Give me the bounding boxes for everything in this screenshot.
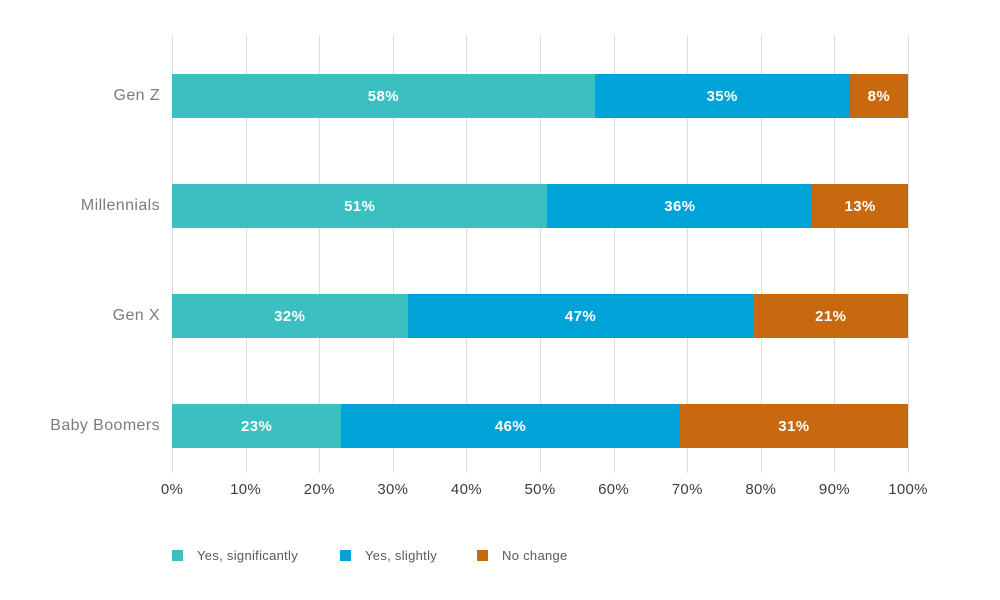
legend-swatch bbox=[172, 550, 183, 561]
bar-segment: 36% bbox=[547, 184, 813, 228]
x-tick-label: 30% bbox=[377, 481, 409, 498]
gridline bbox=[834, 35, 836, 473]
gridline bbox=[687, 35, 689, 473]
gridline bbox=[392, 35, 394, 473]
legend-swatch bbox=[340, 550, 351, 561]
bar-row-gen-x: 32% 47% 21% bbox=[172, 294, 908, 338]
data-label: 51% bbox=[344, 197, 376, 215]
data-label: 47% bbox=[564, 307, 597, 325]
data-label: 13% bbox=[844, 197, 876, 215]
data-label: 31% bbox=[778, 417, 810, 435]
x-tick-label: 50% bbox=[524, 481, 556, 498]
bar-segment: 31% bbox=[679, 404, 908, 448]
bar-segment: 8% bbox=[849, 74, 908, 118]
x-tick-label: 70% bbox=[671, 481, 703, 498]
category-label: Gen X bbox=[112, 307, 160, 324]
gridline bbox=[319, 35, 321, 473]
bar-row-baby-boomers: 23% 46% 31% bbox=[172, 404, 908, 448]
legend-item: Yes, slightly bbox=[340, 548, 437, 563]
legend-swatch bbox=[477, 550, 488, 561]
data-label: 32% bbox=[274, 307, 306, 325]
category-label: Gen Z bbox=[113, 87, 160, 104]
bar-segment: 58% bbox=[172, 74, 595, 118]
x-tick-label: 100% bbox=[888, 481, 928, 498]
x-tick-label: 0% bbox=[160, 481, 184, 498]
bar-segment: 23% bbox=[172, 404, 342, 448]
category-label: Baby Boomers bbox=[50, 417, 160, 434]
gridline bbox=[172, 35, 173, 473]
data-label: 23% bbox=[241, 417, 273, 435]
data-label: 35% bbox=[706, 87, 738, 105]
bar-segment: 13% bbox=[812, 184, 908, 228]
bar-segment: 47% bbox=[407, 294, 754, 338]
data-label: 21% bbox=[815, 307, 847, 325]
gridline bbox=[613, 35, 615, 473]
data-label: 58% bbox=[367, 87, 399, 105]
legend-item: Yes, significantly bbox=[172, 548, 298, 563]
x-tick-label: 10% bbox=[230, 481, 262, 498]
bar-segment: 51% bbox=[172, 184, 548, 228]
x-tick-label: 40% bbox=[450, 481, 482, 498]
bar-segment: 21% bbox=[753, 294, 908, 338]
legend-item: No change bbox=[477, 548, 568, 563]
x-tick-label: 90% bbox=[818, 481, 850, 498]
x-tick-label: 80% bbox=[745, 481, 777, 498]
gridline bbox=[760, 35, 762, 473]
bar-segment: 46% bbox=[341, 404, 680, 448]
category-label: Millennials bbox=[80, 197, 160, 214]
gridline bbox=[540, 35, 541, 473]
bar-row-millennials: 51% 36% 13% bbox=[172, 184, 908, 228]
x-tick-label: 60% bbox=[598, 481, 630, 498]
gridline bbox=[466, 35, 468, 473]
x-tick-label: 20% bbox=[303, 481, 335, 498]
gridline bbox=[245, 35, 247, 473]
legend-label: Yes, significantly bbox=[197, 548, 299, 563]
legend-label: No change bbox=[502, 548, 568, 563]
bar-segment: 32% bbox=[172, 294, 408, 338]
bar-segment: 35% bbox=[594, 74, 850, 118]
data-label: 36% bbox=[664, 197, 696, 215]
data-label: 46% bbox=[494, 417, 527, 435]
data-label: 8% bbox=[867, 87, 891, 105]
legend-label: Yes, slightly bbox=[365, 548, 438, 563]
gridline bbox=[908, 35, 909, 473]
bar-row-gen-z: 58% 35% 8% bbox=[172, 74, 908, 118]
